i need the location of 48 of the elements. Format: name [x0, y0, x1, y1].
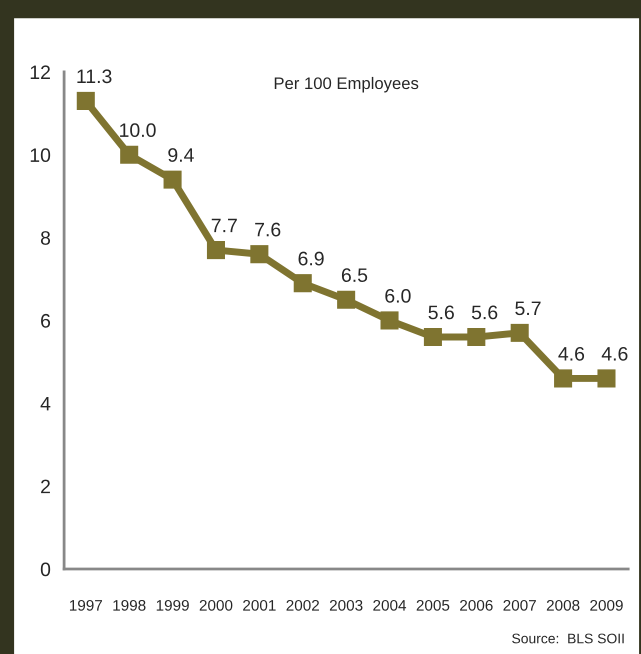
y-tick-label: 10: [30, 148, 50, 162]
x-tick-label: 2004: [373, 600, 406, 611]
y-tick-label: 4: [40, 396, 50, 410]
point: [294, 274, 312, 292]
y-tick-label: 6: [41, 314, 50, 328]
text: 6.9: [298, 252, 324, 266]
y-tick-label: 2: [41, 480, 50, 494]
text: 6.5: [342, 268, 368, 282]
point: [120, 146, 138, 164]
text: 7.7: [212, 218, 237, 232]
source-note: Source: BLS SOII: [512, 634, 624, 644]
point: [206, 241, 225, 260]
point: [467, 328, 486, 346]
x-tick-label: 1998: [113, 600, 146, 611]
x-tick-label: 2000: [200, 600, 232, 611]
point: [337, 290, 356, 309]
x-tick-label: 2002: [286, 600, 319, 611]
text: 5.7: [515, 302, 541, 316]
text: 5.6: [428, 306, 454, 320]
point: [597, 369, 616, 388]
x-tick-label: 2005: [416, 600, 450, 611]
point: [250, 245, 268, 264]
point: [76, 92, 95, 110]
x-tick-label: 2006: [460, 600, 493, 611]
text: 5.6: [472, 306, 498, 320]
chart-title: Per 100 Employees: [274, 76, 418, 92]
text: 10.0: [120, 123, 156, 138]
text: 6.0: [385, 288, 411, 303]
y-tick-label: 12: [30, 65, 50, 79]
point: [164, 170, 182, 189]
x-tick-label: 2001: [243, 600, 276, 611]
text: 11.3: [77, 69, 112, 84]
text: 4.6: [602, 346, 628, 361]
point: [424, 328, 442, 346]
x-tick-label: 2009: [590, 600, 623, 611]
y-tick-label: 8: [40, 231, 50, 245]
x-tick-label: 1997: [70, 600, 102, 611]
x-tick-label: 2008: [546, 600, 580, 611]
point: [380, 311, 399, 330]
x-tick-label: 2003: [330, 600, 362, 611]
text: 4.6: [558, 346, 584, 361]
point: [510, 324, 529, 342]
point: [554, 369, 572, 388]
text: 7.6: [255, 222, 280, 236]
y-tick-label: 0: [40, 562, 50, 576]
x-tick-label: 1999: [156, 600, 189, 611]
text: 9.4: [168, 148, 194, 162]
x-tick-label: 2007: [503, 600, 536, 611]
